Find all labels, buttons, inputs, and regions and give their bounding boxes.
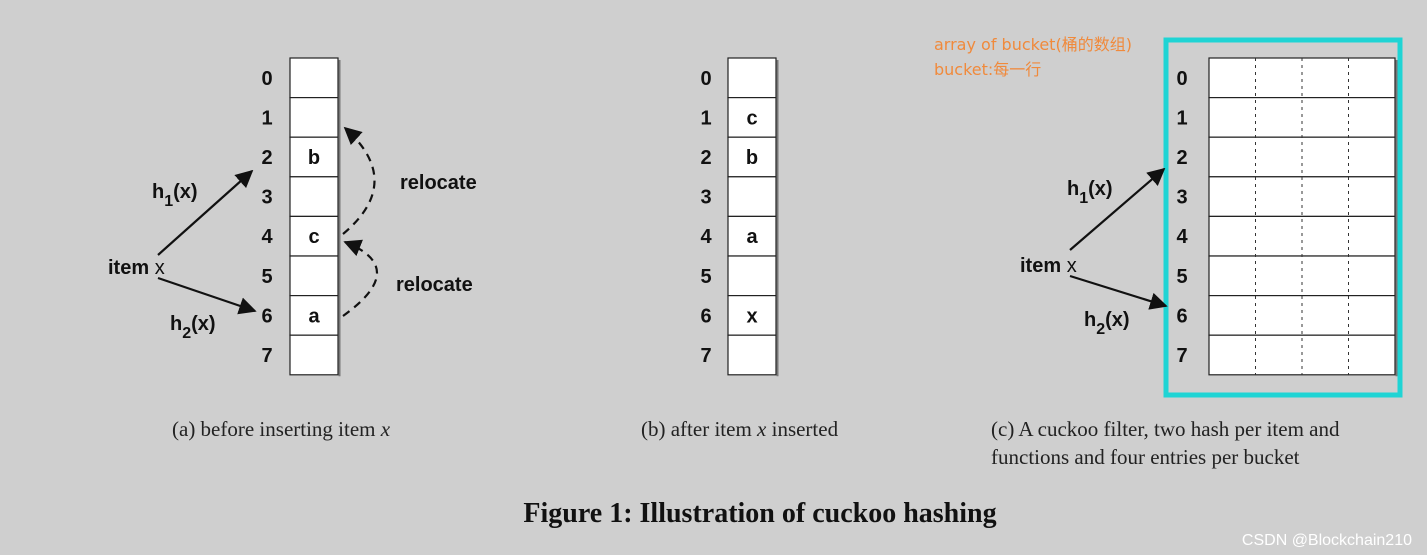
- b-bucket-cell-3: [727, 176, 777, 218]
- caption-c-line1: (c) A cuckoo filter, two hash per item a…: [991, 417, 1340, 441]
- panel-c-bucket-grid: [1208, 57, 1398, 377]
- h2-label: h2(x): [170, 313, 216, 342]
- b-cell-value-1: c: [746, 107, 757, 129]
- c-bucket-row-4: [1208, 215, 1396, 257]
- b-cell-value-6: x: [746, 305, 757, 327]
- a-bucket-cell-4: [289, 215, 339, 257]
- b-cell-value-2: b: [746, 147, 758, 169]
- b-index-7: 7: [700, 345, 711, 367]
- c-index-0: 0: [1176, 68, 1187, 90]
- panel-b-indices: 0 1 2 3 4 5 6 7: [700, 68, 712, 367]
- b-index-1: 1: [700, 107, 711, 129]
- caption-b: (b) after item x inserted: [641, 417, 839, 441]
- b-bucket-cell-6: [727, 295, 777, 336]
- a-index-7: 7: [261, 345, 272, 367]
- a-index-3: 3: [261, 187, 272, 209]
- b-bucket-cell-5: [727, 255, 777, 297]
- a-bucket-cell-7: [289, 334, 339, 376]
- a-index-4: 4: [261, 226, 273, 248]
- panel-a-bucket-column: b c a: [289, 57, 341, 377]
- item-label: item x: [108, 257, 165, 279]
- c-index-6: 6: [1176, 305, 1187, 327]
- b-index-4: 4: [700, 226, 712, 248]
- b-bucket-cell-0: [727, 57, 777, 99]
- c-index-3: 3: [1176, 187, 1187, 209]
- watermark: CSDN @Blockchain210: [1242, 532, 1412, 549]
- a-bucket-cell-0: [289, 57, 339, 99]
- a-bucket-cell-3: [289, 176, 339, 218]
- figure-title: Figure 1: Illustration of cuckoo hashing: [523, 498, 996, 529]
- c-index-4: 4: [1176, 226, 1188, 248]
- h2-label-c: h2(x): [1084, 309, 1130, 338]
- annotation-array-of-bucket: array of bucket(桶的数组): [934, 35, 1132, 54]
- h2-arrow: [157, 276, 257, 315]
- a-index-2: 2: [261, 147, 272, 169]
- a-index-1: 1: [261, 107, 272, 129]
- c-index-7: 7: [1176, 345, 1187, 367]
- b-index-3: 3: [700, 187, 711, 209]
- annotation-bucket-row: bucket:每一行: [934, 60, 1041, 79]
- b-bucket-cell-7: [727, 334, 777, 376]
- relocate-label-upper: relocate: [400, 172, 477, 194]
- c-bucket-row-1: [1208, 96, 1396, 138]
- b-bucket-cell-4: [727, 215, 777, 257]
- a-bucket-cell-5: [289, 255, 339, 297]
- h1-arrow: [157, 169, 254, 256]
- caption-c-line2: functions and four entries per bucket: [991, 445, 1300, 469]
- h1-arrow-c: [1069, 167, 1166, 251]
- h2-arrow-c: [1069, 274, 1168, 310]
- a-index-5: 5: [261, 266, 272, 288]
- a-bucket-cell-1: [289, 96, 339, 138]
- panel-c-indices: 0 1 2 3 4 5 6 7: [1176, 68, 1188, 367]
- b-index-6: 6: [700, 305, 711, 327]
- relocate-label-lower: relocate: [396, 274, 473, 296]
- c-bucket-row-0: [1208, 57, 1396, 99]
- panel-a-before-insert: 0 1 2 3 4 5 6 7 b c a item x h1(x) h2(x) relocate…: [108, 57, 477, 441]
- b-index-5: 5: [700, 266, 711, 288]
- h1-label: h1(x): [152, 181, 198, 210]
- caption-a: (a) before inserting item x: [172, 417, 391, 441]
- item-label-c: item x: [1020, 255, 1077, 277]
- relocate-arrow-lower: [342, 239, 379, 317]
- c-index-1: 1: [1176, 107, 1187, 129]
- relocate-arrow-upper: [342, 126, 376, 235]
- c-index-2: 2: [1176, 147, 1187, 169]
- h1-label-c: h1(x): [1067, 178, 1113, 207]
- panel-b-bucket-column: cb a x: [727, 57, 779, 377]
- a-cell-value-2: b: [308, 147, 320, 169]
- a-index-0: 0: [261, 68, 272, 90]
- panel-b-after-insert: 0 1 2 3 4 5 6 7 cb a x (b) after item x inserted: [641, 57, 839, 441]
- a-cell-value-6: a: [308, 305, 320, 327]
- highlight-box: [1163, 37, 1403, 398]
- panel-a-indices: 0 1 2 3 4 5 6 7: [261, 68, 273, 367]
- b-bucket-cell-2: [727, 136, 777, 178]
- b-cell-value-4: a: [746, 226, 758, 248]
- c-bucket-row-6: [1208, 295, 1396, 336]
- c-bucket-row-3: [1208, 176, 1396, 218]
- a-bucket-cell-2: [289, 136, 339, 178]
- b-index-2: 2: [700, 147, 711, 169]
- b-index-0: 0: [700, 68, 711, 90]
- a-index-6: 6: [261, 305, 272, 327]
- a-cell-value-4: c: [308, 226, 319, 248]
- panel-c-cuckoo-filter: 0 1 2 3 4 5 6 7 item x h1(x) h2(x) (c) A cuckoo…: [991, 37, 1403, 469]
- c-index-5: 5: [1176, 266, 1187, 288]
